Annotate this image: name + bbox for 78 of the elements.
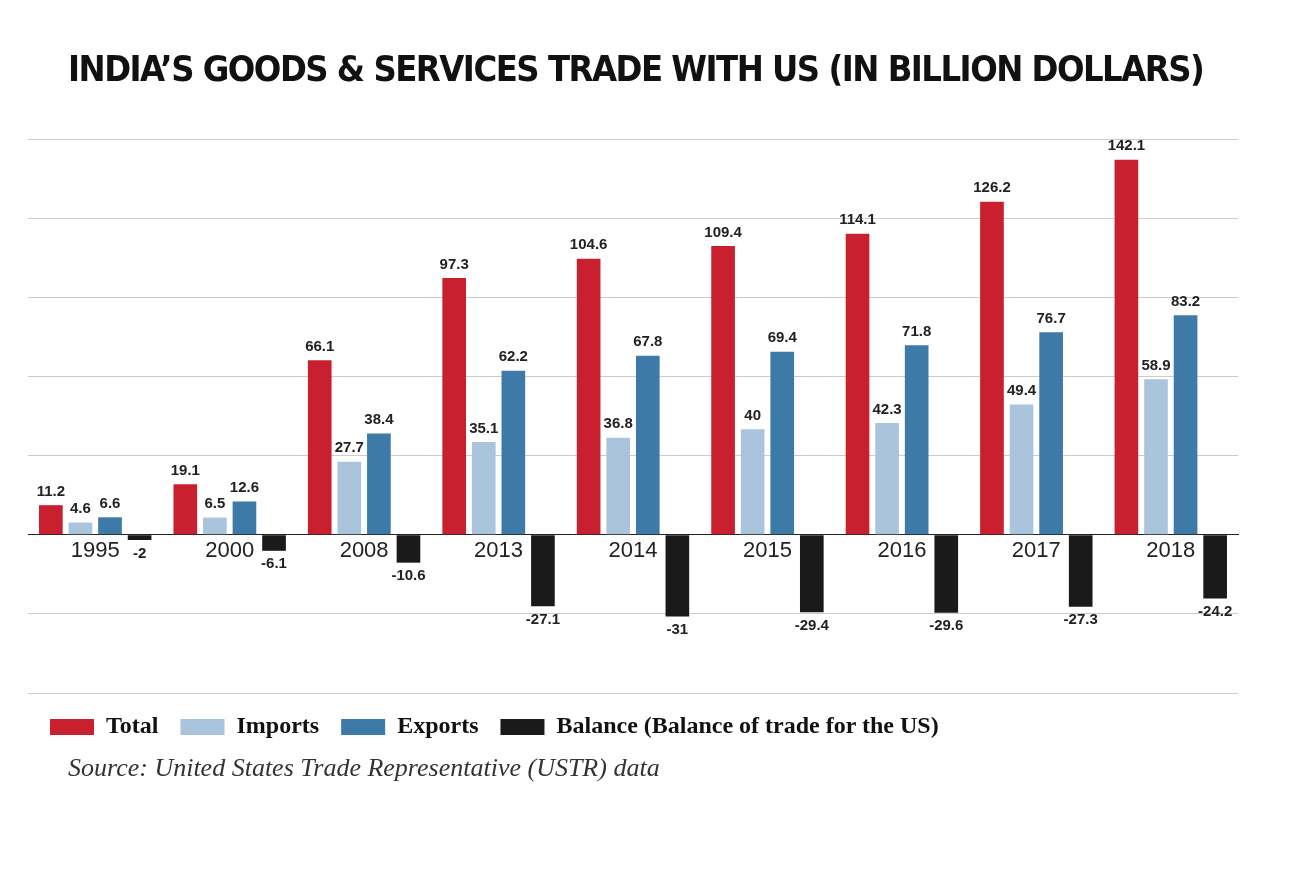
bar [904, 345, 929, 535]
data-label: 4.6 [70, 499, 91, 517]
x-tick-label: 2017 [1011, 536, 1061, 562]
data-label: -27.1 [525, 609, 561, 627]
data-label: 6.5 [204, 494, 226, 512]
data-label: 62.2 [498, 347, 528, 365]
data-label: 109.4 [704, 222, 743, 240]
bar [1009, 404, 1034, 535]
legend-label: Imports [236, 712, 320, 739]
bar [576, 258, 601, 535]
bar [442, 278, 467, 535]
data-label: -31 [666, 620, 689, 638]
bar [337, 461, 362, 535]
x-tick-label: 2008 [339, 536, 389, 562]
legend-label: Balance (Balance of trade for the US) [556, 712, 939, 739]
data-label: 71.8 [902, 321, 932, 339]
data-label: -27.3 [1063, 610, 1098, 628]
legend-label: Total [106, 712, 159, 739]
data-label: 6.6 [99, 493, 121, 511]
x-tick-label: 2013 [474, 536, 524, 562]
bar [307, 360, 332, 535]
data-label: -24.2 [1198, 602, 1233, 620]
bar [770, 351, 795, 535]
data-label: 142.1 [1107, 136, 1146, 154]
data-label: 126.2 [973, 178, 1011, 196]
data-label: 97.3 [439, 254, 469, 272]
data-label: -2 [132, 543, 147, 561]
bar [1114, 159, 1139, 535]
data-label: 76.7 [1036, 309, 1066, 327]
data-label: -29.4 [794, 615, 830, 633]
data-label: -6.1 [261, 554, 287, 572]
data-label: 27.7 [334, 438, 364, 456]
data-label: 58.9 [1141, 355, 1171, 373]
chart-title: INDIA’S GOODS & SERVICES TRADE WITH US (IN BILLION DOLLARS) [68, 48, 1205, 89]
x-tick-label: 2014 [608, 536, 658, 562]
data-label: 19.1 [170, 460, 200, 478]
data-label: 104.6 [569, 235, 608, 253]
bar [980, 201, 1004, 535]
data-label: -29.6 [929, 616, 964, 634]
bar [711, 246, 735, 535]
bar [635, 355, 660, 535]
bar [1173, 315, 1198, 535]
data-label: -10.6 [391, 566, 426, 584]
data-label: 66.1 [305, 336, 335, 354]
data-label: 69.4 [767, 328, 798, 346]
bar [471, 442, 496, 535]
bar [875, 423, 899, 535]
x-tick-label: 2018 [1146, 536, 1196, 562]
x-tick-label: 2015 [742, 536, 792, 562]
data-label: 67.8 [633, 332, 663, 350]
x-tick-label: 1995 [70, 536, 120, 562]
bar [845, 233, 870, 535]
data-label: 35.1 [469, 418, 499, 436]
data-label: 38.4 [364, 410, 395, 428]
legend-label: Exports [397, 712, 479, 739]
x-tick-label: 2000 [205, 536, 255, 562]
data-label: 83.2 [1170, 291, 1201, 309]
data-label: 49.4 [1006, 381, 1037, 399]
data-label: 11.2 [36, 481, 66, 499]
data-label: 40 [744, 405, 761, 423]
data-label: 114.1 [839, 210, 876, 228]
bar [1144, 379, 1168, 535]
data-label: 12.6 [229, 478, 260, 496]
bar [203, 517, 227, 535]
data-label: 36.8 [603, 414, 633, 432]
bar [606, 437, 631, 535]
source-note: Source: United States Trade Representative (USTR) data [68, 753, 661, 783]
bar [501, 370, 526, 535]
data-label: 42.3 [872, 399, 902, 417]
bar [39, 505, 63, 535]
x-tick-label: 2016 [877, 536, 927, 562]
bar [1039, 332, 1063, 535]
bar [68, 522, 93, 535]
bar [367, 433, 391, 535]
bar [232, 501, 257, 535]
bar [173, 484, 198, 535]
bar [98, 517, 122, 535]
bar [740, 429, 765, 535]
